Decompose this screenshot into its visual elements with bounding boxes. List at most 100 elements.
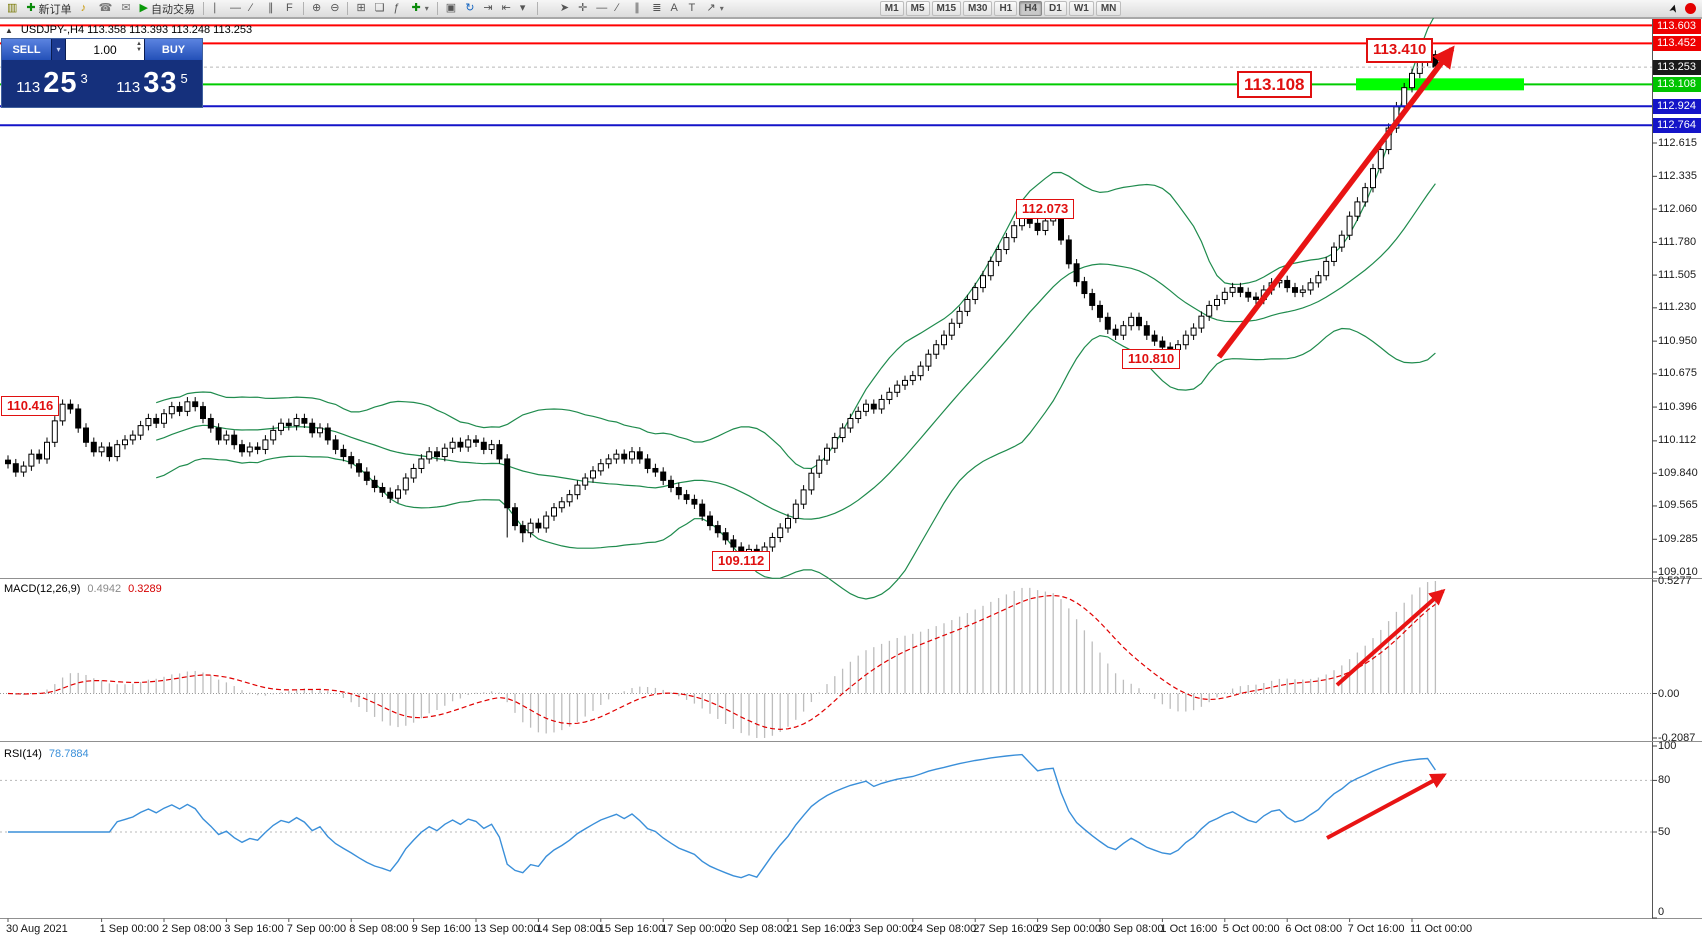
trend-arrow-object[interactable]: [1216, 45, 1455, 359]
draw-trendline-icon[interactable]: ∕: [612, 1, 629, 17]
draw-hline-icon[interactable]: —: [592, 1, 611, 17]
price-annotation-label[interactable]: 113.410: [1366, 38, 1434, 63]
time-axis-label: 7 Oct 16:00: [1347, 923, 1405, 935]
cascade-windows-icon[interactable]: ❏: [371, 1, 389, 17]
timeframe-h4[interactable]: H4: [1019, 1, 1043, 16]
bollinger-middle-line: [156, 183, 1436, 520]
zoom-out-icon[interactable]: ⊖: [326, 1, 343, 17]
add-indicator-icon-caret[interactable]: ▾: [424, 4, 429, 13]
templates-dropdown-icon[interactable]: ▾: [516, 1, 533, 17]
price-badge-113.603: 113.603: [1653, 19, 1701, 34]
tile-windows-icon-glyph: ⊞: [356, 2, 366, 14]
new-order-button[interactable]: ✚ 新订单: [22, 1, 75, 17]
toolbar-right: ➤: [1666, 2, 1699, 15]
rsi-indicator-label: RSI(14) 78.7884: [4, 748, 89, 760]
price-badge-113.253: 113.253: [1653, 59, 1701, 75]
volume-input[interactable]: 1.00 ▲ ▼: [66, 39, 144, 60]
zoom-in-icon[interactable]: ⊕: [308, 1, 325, 17]
autotrade-button[interactable]: ▶ 自动交易: [136, 1, 199, 17]
timeframe-d1[interactable]: D1: [1044, 1, 1067, 16]
mail-icon[interactable]: ✉: [117, 1, 134, 17]
draw-channel-icon[interactable]: ∥: [630, 1, 647, 17]
volume-up-icon[interactable]: ▲: [136, 41, 142, 47]
time-axis-label: 24 Sep 08:00: [910, 923, 977, 935]
fibonacci-icon[interactable]: F: [282, 1, 299, 17]
price-annotation-label[interactable]: 112.073: [1016, 199, 1075, 220]
cascade-windows-icon-glyph: ❏: [374, 2, 385, 14]
mouse-pointer-icon: ➤: [1666, 2, 1681, 15]
toolbar-group: ∣ — ∕ ∥ F: [208, 1, 299, 17]
equidistant-channel-icon[interactable]: ∥: [264, 1, 281, 17]
cursor-icon[interactable]: ➤: [556, 1, 573, 17]
macd-indicator-label: MACD(12,26,9) 0.4942 0.3289: [4, 583, 162, 595]
macd-scale-label: 0.00: [1658, 687, 1680, 700]
macd-scale-label: 0.5277: [1658, 575, 1692, 587]
price-annotation-label[interactable]: 110.810: [1122, 349, 1181, 370]
time-axis-label: 15 Sep 16:00: [598, 923, 665, 935]
add-indicator-icon[interactable]: ✚ ▾: [408, 1, 433, 17]
timeframe-mn[interactable]: MN: [1095, 1, 1122, 16]
zoom-out-icon-glyph: ⊖: [330, 2, 340, 14]
timeframe-m15[interactable]: M15: [931, 1, 961, 16]
arrows-tool-icon[interactable]: ↗ ▾: [703, 1, 728, 17]
toolbar: ▥ ✚ 新订单 ♪ ☎ ✉ ▶ 自动交易 ∣ — ∕ ∥ F ⊕ ⊖ ⊞ ❏ ƒ ✚ ▾ ▣ ↻ ⇥ ⇤ ▾ ➤ ✛ — ∕ ∥ ≣ A T ↗ ▾…: [0, 0, 1702, 18]
time-axis-label: 9 Sep 16:00: [411, 923, 471, 935]
trend-arrow-object[interactable]: [1335, 588, 1446, 687]
buy-button[interactable]: BUY: [144, 39, 202, 60]
trendline-icon[interactable]: ∕: [246, 1, 263, 17]
macd-scale-label: -0.2087: [1658, 732, 1696, 744]
price-annotation-label[interactable]: 109.112: [712, 551, 771, 572]
chart-window-icon[interactable]: ▥: [3, 1, 21, 17]
tile-windows-icon[interactable]: ⊞: [352, 1, 369, 17]
volume-value: 1.00: [93, 42, 117, 57]
timeframe-m5[interactable]: M5: [905, 1, 930, 16]
rsi-scale-label: 80: [1658, 774, 1671, 787]
trade-panel-collapse-icon[interactable]: ▲: [5, 25, 13, 35]
horizontal-line-icon[interactable]: —: [226, 1, 245, 17]
timeframe-h1[interactable]: H1: [994, 1, 1018, 16]
sound-alert-icon[interactable]: ♪: [77, 1, 94, 17]
arrows-tool-icon-caret[interactable]: ▾: [719, 4, 724, 13]
refresh-icon[interactable]: ↻: [461, 1, 478, 17]
sell-button[interactable]: SELL: [2, 39, 52, 60]
time-axis-label: 17 Sep 00:00: [661, 923, 727, 935]
toolbar-separator: [203, 2, 205, 15]
timeframe-w1[interactable]: W1: [1068, 1, 1094, 16]
draw-hline-icon-glyph: —: [596, 2, 608, 14]
price-tick-label: 110.112: [1658, 434, 1697, 447]
support-zone-rect[interactable]: [1356, 78, 1524, 91]
volume-dropdown-icon[interactable]: ▾: [52, 39, 66, 60]
macd-signal-line: [7, 594, 1436, 731]
time-axis-label: 1 Oct 16:00: [1160, 923, 1218, 935]
trend-arrow-object[interactable]: [1326, 773, 1447, 840]
draw-channel-icon-glyph: ∥: [634, 2, 640, 14]
one-click-trading-panel: SELL ▾ 1.00 ▲ ▼ BUY 113 25 3 113 33 5: [1, 38, 203, 108]
chart-shift-icon[interactable]: ⇤: [498, 1, 515, 17]
draw-fibo-icon[interactable]: ≣: [648, 1, 665, 17]
news-icon[interactable]: ☎: [95, 1, 117, 17]
chart-window-icon-glyph: ▥: [7, 2, 18, 14]
time-axis-label: 7 Sep 00:00: [286, 923, 347, 935]
toolbar-group: ➤ ✛ — ∕ ∥ ≣ A T ↗ ▾: [556, 1, 728, 17]
time-axis-label: 20 Sep 08:00: [723, 923, 790, 935]
label-tool-icon[interactable]: T: [685, 1, 702, 17]
cursor-icon-glyph: ➤: [559, 2, 570, 14]
ask-price-display: 113 33 5: [102, 69, 202, 98]
text-tool-icon[interactable]: A: [667, 1, 684, 17]
timeframe-m30[interactable]: M30: [963, 1, 993, 16]
price-annotation-label[interactable]: 113.108: [1237, 71, 1312, 99]
price-annotation-label[interactable]: 110.416: [1, 396, 60, 417]
vertical-line-icon[interactable]: ∣: [208, 1, 225, 17]
time-axis-label: 27 Sep 16:00: [973, 923, 1039, 935]
price-tick-label: 111.230: [1658, 301, 1697, 314]
arrange-charts-icon[interactable]: ▣: [442, 1, 460, 17]
timeframe-m1[interactable]: M1: [879, 1, 904, 16]
crosshair-icon[interactable]: ✛: [574, 1, 591, 17]
volume-down-icon[interactable]: ▼: [136, 47, 142, 53]
time-axis-label: 13 Sep 00:00: [474, 923, 540, 935]
price-tick-label: 109.010: [1658, 565, 1698, 578]
auto-scroll-icon[interactable]: ⇥: [479, 1, 496, 17]
price-tick-label: 109.840: [1658, 466, 1698, 479]
indicators-list-icon[interactable]: ƒ: [390, 1, 407, 17]
